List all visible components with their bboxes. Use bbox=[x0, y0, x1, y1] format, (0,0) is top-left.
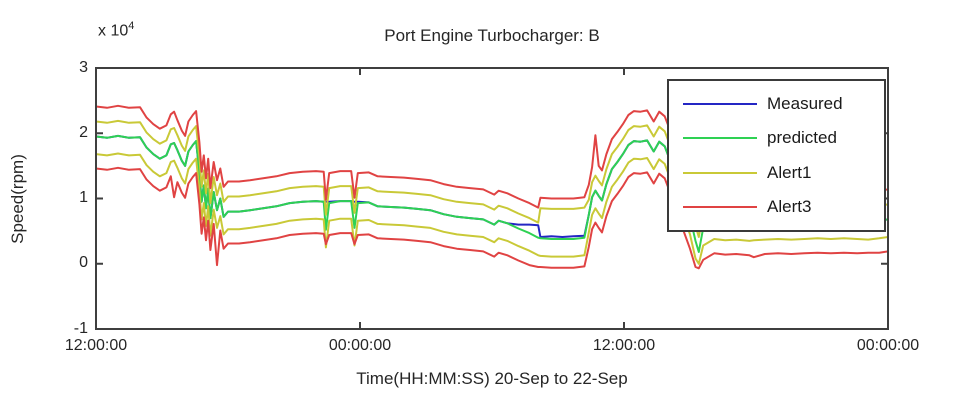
y-tick-label-2: 2 bbox=[79, 124, 88, 141]
y-axis-label: Speed(rpm) bbox=[8, 154, 27, 244]
legend-label-alert1: Alert1 bbox=[767, 162, 812, 182]
alert1-line-swatch bbox=[683, 171, 757, 174]
x-tick-label-3: 12:00:00 bbox=[592, 337, 656, 354]
legend-label-predicted: predicted bbox=[767, 128, 837, 148]
legend: Measured predicted Alert1 Alert3 bbox=[667, 79, 886, 232]
legend-item-predicted: predicted bbox=[669, 122, 884, 155]
legend-item-measured: Measured bbox=[669, 88, 884, 121]
x-tick-label-2: 00:00:00 bbox=[328, 337, 392, 354]
y-axis-multiplier: x 104 bbox=[98, 20, 134, 40]
y-axis-multiplier-base: x 10 bbox=[98, 22, 129, 40]
measured-line-swatch bbox=[683, 103, 757, 106]
x-axis-label: Time(HH:MM:SS) 20-Sep to 22-Sep bbox=[356, 369, 628, 388]
x-tick-label-4: 00:00:00 bbox=[856, 337, 920, 354]
y-tick-label-1: 1 bbox=[79, 189, 88, 206]
legend-item-alert1: Alert1 bbox=[669, 156, 884, 189]
predicted-line-swatch bbox=[683, 137, 757, 140]
y-tick-label-3: 3 bbox=[79, 59, 88, 76]
alert3-line-swatch bbox=[683, 205, 757, 208]
y-axis-multiplier-exponent: 4 bbox=[128, 20, 135, 32]
chart-title: Port Engine Turbocharger: B bbox=[384, 26, 600, 45]
legend-label-alert3: Alert3 bbox=[767, 196, 812, 216]
legend-item-alert3: Alert3 bbox=[669, 190, 884, 223]
y-tick-label-0: 0 bbox=[79, 254, 88, 271]
x-tick-label-1: 12:00:00 bbox=[64, 337, 128, 354]
legend-label-measured: Measured bbox=[767, 94, 843, 114]
y-tick-label-minus1: -1 bbox=[73, 320, 88, 337]
